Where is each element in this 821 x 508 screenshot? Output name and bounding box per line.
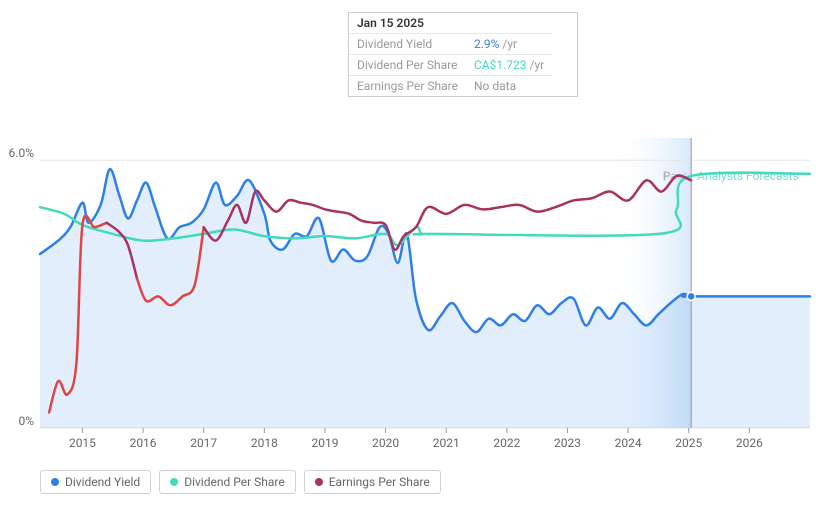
legend-label: Dividend Per Share xyxy=(184,475,285,489)
x-axis-tick-label: 2016 xyxy=(130,436,157,450)
x-axis-tick-label: 2022 xyxy=(493,436,520,450)
tooltip-label: Earnings Per Share xyxy=(349,76,466,97)
legend-item-dividend-per-share[interactable]: Dividend Per Share xyxy=(159,470,296,494)
tooltip-row: Earnings Per Share No data xyxy=(349,76,552,97)
legend-label: Dividend Yield xyxy=(65,475,140,489)
legend-item-dividend-yield[interactable]: Dividend Yield xyxy=(40,470,151,494)
x-axis-tick-label: 2026 xyxy=(736,436,763,450)
tooltip-label: Dividend Yield xyxy=(349,34,466,55)
tooltip-unit: /yr xyxy=(530,58,545,72)
x-axis-tick-label: 2015 xyxy=(69,436,96,450)
x-axis-tick-label: 2023 xyxy=(554,436,581,450)
chart-legend: Dividend Yield Dividend Per Share Earnin… xyxy=(40,470,441,494)
x-axis-tick-label: 2017 xyxy=(190,436,217,450)
x-axis-tick-label: 2021 xyxy=(433,436,460,450)
legend-label: Earnings Per Share xyxy=(329,475,430,489)
x-axis-tick-label: 2019 xyxy=(311,436,338,450)
y-axis-tick-label: 0% xyxy=(0,414,34,428)
tooltip-date: Jan 15 2025 xyxy=(349,13,552,34)
tooltip-value: 2.9% xyxy=(474,37,499,51)
tooltip-unit: /yr xyxy=(502,37,517,51)
legend-dot-icon xyxy=(170,478,178,486)
chart-tooltip: Jan 15 2025 Dividend Yield 2.9% /yr Divi… xyxy=(348,12,578,97)
y-axis-tick-label: 6.0% xyxy=(0,146,34,160)
tooltip-value: No data xyxy=(474,79,516,93)
dividend-chart: Jan 15 2025 Dividend Yield 2.9% /yr Divi… xyxy=(0,0,821,508)
legend-item-earnings-per-share[interactable]: Earnings Per Share xyxy=(304,470,441,494)
x-axis-tick-label: 2018 xyxy=(251,436,278,450)
x-axis-tick-label: 2024 xyxy=(615,436,642,450)
tooltip-row: Dividend Yield 2.9% /yr xyxy=(349,34,552,55)
x-axis-tick-label: 2025 xyxy=(675,436,702,450)
x-axis-tick-label: 2020 xyxy=(372,436,399,450)
tooltip-label: Dividend Per Share xyxy=(349,55,466,76)
chart-plot-area[interactable] xyxy=(40,138,810,428)
legend-dot-icon xyxy=(51,478,59,486)
tooltip-row: Dividend Per Share CA$1.723 /yr xyxy=(349,55,552,76)
tooltip-value: CA$1.723 xyxy=(474,58,527,72)
legend-dot-icon xyxy=(315,478,323,486)
